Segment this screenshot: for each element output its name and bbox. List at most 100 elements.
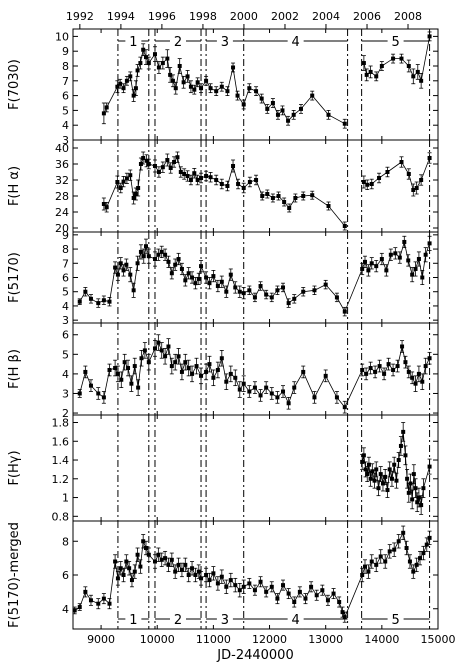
data-point	[195, 178, 200, 182]
data-point	[270, 196, 275, 200]
period-label: 1	[129, 35, 137, 50]
data-point	[392, 547, 397, 552]
data-point	[427, 356, 432, 361]
data-point	[252, 385, 257, 390]
y-axis-label: F(H β)	[7, 349, 22, 389]
data-point	[386, 362, 391, 367]
data-point	[391, 56, 396, 61]
y-tick-label: 6	[62, 569, 69, 582]
data-point	[416, 371, 421, 376]
data-point	[107, 299, 112, 304]
y-tick-label: 40	[55, 142, 69, 155]
data-point	[115, 272, 120, 277]
data-point	[196, 569, 201, 574]
data-point	[142, 348, 147, 353]
period-label: 4	[292, 613, 300, 628]
data-point	[241, 102, 246, 107]
data-point	[190, 275, 195, 280]
data-point	[121, 268, 126, 273]
y-tick-label: 5	[62, 286, 69, 299]
data-point	[228, 272, 233, 277]
data-point	[190, 371, 195, 376]
data-point	[270, 101, 275, 105]
data-point	[387, 549, 392, 554]
data-point	[165, 56, 170, 61]
data-point	[233, 285, 238, 290]
top-axis-tick-label: 2008	[394, 10, 422, 23]
data-point	[408, 481, 413, 486]
data-point	[96, 601, 101, 606]
y-tick-label: 6	[62, 272, 69, 285]
data-point	[231, 65, 236, 70]
data-point	[247, 581, 252, 586]
data-point	[413, 381, 418, 386]
data-point	[104, 205, 109, 210]
data-point	[419, 78, 424, 83]
data-point	[385, 170, 390, 174]
data-point	[405, 476, 410, 481]
data-point	[269, 584, 274, 589]
data-point	[247, 288, 252, 293]
data-point	[380, 481, 385, 486]
y-tick-label: 8	[62, 535, 69, 548]
top-axis-tick-label: 1992	[66, 10, 94, 23]
data-point	[264, 589, 269, 594]
data-point	[340, 610, 345, 615]
y-axis-label: F(H α)	[7, 166, 22, 206]
y-tick-label: 3	[62, 134, 69, 147]
top-axis-tick-label: 1994	[107, 10, 135, 23]
data-point	[101, 395, 106, 400]
data-point	[215, 581, 220, 586]
data-point	[334, 395, 339, 400]
data-point	[126, 366, 131, 371]
data-point	[136, 385, 141, 390]
data-point	[342, 224, 347, 228]
data-point	[361, 180, 366, 184]
data-point	[219, 574, 224, 579]
data-point	[369, 559, 374, 564]
data-point	[264, 385, 269, 390]
data-point	[133, 192, 138, 196]
data-point	[427, 34, 432, 39]
data-point	[396, 458, 401, 463]
data-point	[141, 156, 146, 160]
data-point	[258, 284, 263, 289]
panel-frame	[72, 139, 439, 233]
y-tick-label: 7	[62, 257, 69, 270]
data-point	[199, 576, 204, 581]
data-point	[228, 578, 233, 583]
data-point	[141, 47, 146, 52]
data-point	[258, 579, 263, 584]
data-point	[254, 89, 259, 94]
data-point	[372, 478, 377, 483]
data-point	[139, 356, 144, 361]
data-point	[129, 381, 134, 386]
data-point	[131, 288, 136, 293]
data-point	[293, 196, 298, 200]
y-tick-label: 4	[62, 119, 69, 132]
data-point	[393, 251, 398, 256]
data-point	[146, 254, 151, 259]
y-tick-label: 24	[55, 206, 69, 219]
data-point	[119, 377, 124, 382]
data-point	[173, 262, 178, 267]
data-point	[192, 87, 197, 92]
panel-5: 0.8 1 1.2 1.4 1.6 1.8 F(Hγ)	[7, 414, 439, 523]
data-point	[214, 178, 219, 182]
data-point	[194, 364, 199, 369]
data-point	[370, 469, 375, 474]
period-label: 2	[174, 613, 182, 628]
data-point	[122, 360, 127, 365]
data-point	[156, 340, 161, 345]
data-point	[88, 383, 93, 388]
data-point	[414, 562, 419, 567]
data-point	[312, 395, 317, 400]
data-point	[225, 89, 230, 94]
data-point	[281, 389, 286, 394]
data-point	[377, 364, 382, 369]
data-point	[113, 265, 118, 270]
data-point	[199, 86, 204, 91]
data-point	[182, 172, 187, 176]
y-tick-label: 8	[62, 60, 69, 73]
